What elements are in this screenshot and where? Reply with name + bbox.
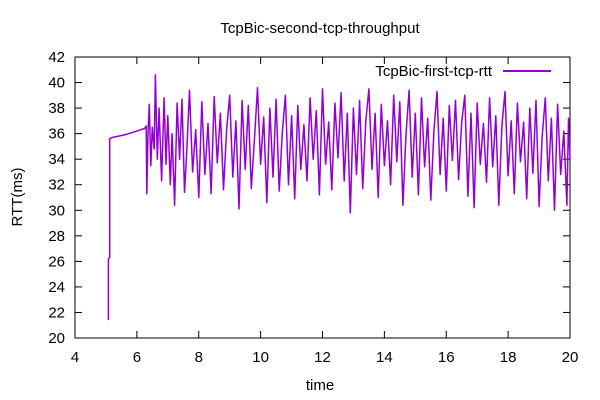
series-line [107, 74, 571, 321]
x-tick-label: 20 [562, 349, 579, 366]
x-tick-label: 6 [133, 349, 141, 366]
y-tick-label: 20 [48, 330, 65, 347]
legend-label: TcpBic-first-tcp-rtt [375, 63, 493, 80]
y-tick-label: 38 [48, 100, 65, 117]
series-lines [107, 74, 571, 321]
y-tick-label: 22 [48, 304, 65, 321]
y-tick-label: 36 [48, 126, 65, 143]
y-axis-ticks: 20 22 24 26 28 30 32 34 36 38 40 42 [48, 49, 570, 347]
chart-title: TcpBic-second-tcp-throughput [220, 20, 420, 37]
y-tick-label: 28 [48, 228, 65, 245]
x-axis-ticks: 4 6 8 10 12 14 16 18 20 [71, 57, 579, 366]
x-tick-label: 8 [195, 349, 203, 366]
y-tick-label: 34 [48, 151, 65, 168]
y-tick-label: 40 [48, 75, 65, 92]
x-tick-label: 18 [500, 349, 517, 366]
x-tick-label: 12 [314, 349, 331, 366]
y-tick-label: 42 [48, 49, 65, 66]
y-tick-label: 26 [48, 253, 65, 270]
y-tick-label: 24 [48, 279, 65, 296]
x-axis-label: time [306, 377, 334, 394]
x-tick-label: 16 [438, 349, 455, 366]
y-tick-label: 30 [48, 202, 65, 219]
x-tick-label: 4 [71, 349, 79, 366]
legend: TcpBic-first-tcp-rtt [375, 63, 551, 80]
x-tick-label: 14 [376, 349, 393, 366]
x-tick-label: 10 [252, 349, 269, 366]
y-axis-label: RTT(ms) [9, 168, 26, 227]
y-tick-label: 32 [48, 177, 65, 194]
